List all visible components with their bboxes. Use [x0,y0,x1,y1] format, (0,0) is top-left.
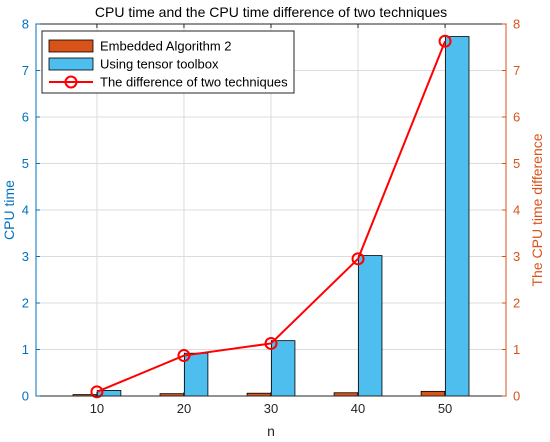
right-y-tick-label: 7 [513,63,520,78]
x-tick-label: 30 [264,401,278,416]
legend-label-tensor: Using tensor toolbox [100,57,219,72]
legend-label-embedded: Embedded Algorithm 2 [100,39,232,54]
difference-point [90,385,104,399]
right-y-tick-label: 2 [513,296,520,311]
left-y-tick-label: 0 [22,389,29,404]
x-tick-label: 20 [177,401,191,416]
right-y-tick-label: 3 [513,249,520,264]
difference-point [264,336,278,350]
bar [445,36,470,397]
right-y-tick-label: 4 [513,203,520,218]
left-y-tick-label: 7 [22,63,29,78]
left-y-tick-label: 8 [22,17,29,32]
right-y-tick-label: 0 [513,389,520,404]
x-axis-title: n [267,423,275,439]
right-y-axis-title: The CPU time difference [529,133,545,286]
left-y-tick-label: 3 [22,249,29,264]
right-y-tick-label: 1 [513,342,520,357]
legend-swatch-tensor [48,57,94,71]
left-y-tick-label: 4 [22,203,29,218]
legend: Embedded Algorithm 2 Using tensor toolbo… [41,30,295,94]
right-y-tick-label: 5 [513,156,520,171]
left-y-axis-title: CPU time [1,180,17,240]
right-y-tick-label: 6 [513,110,520,125]
bar [420,390,446,397]
x-tick-label: 10 [90,401,104,416]
difference-point [438,34,452,48]
x-tick-label: 50 [438,401,452,416]
legend-marker-difference [64,75,78,89]
x-tick-label: 40 [351,401,365,416]
left-y-tick-label: 2 [22,296,29,311]
chart-title: CPU time and the CPU time difference of … [95,4,447,20]
bar [271,340,296,397]
difference-polyline [96,40,447,393]
left-y-tick-label: 6 [22,110,29,125]
difference-point [351,252,365,266]
left-y-tick-label: 1 [22,342,29,357]
bar [358,255,383,397]
ticks: 10 20 30 40 50 0 1 2 3 4 5 6 7 8 0 1 2 3 4 5 6 7 8 [22,17,520,417]
left-y-tick-label: 5 [22,156,29,171]
legend-label-difference: The difference of two techniques [100,75,288,90]
difference-point [177,349,191,363]
difference-line [90,34,452,399]
right-y-tick-label: 8 [513,17,520,32]
legend-swatch-embedded [48,39,94,53]
